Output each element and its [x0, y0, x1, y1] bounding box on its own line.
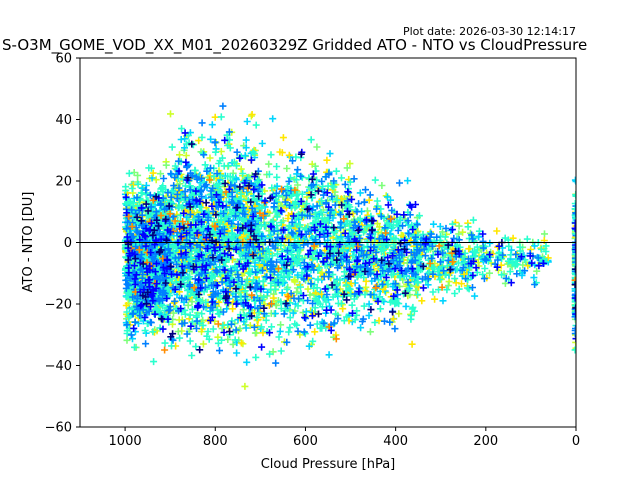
y-tick-label: −60 — [45, 421, 72, 436]
y-tick-label: −40 — [45, 359, 72, 374]
x-tick-label: 200 — [473, 434, 498, 449]
x-axis-label: Cloud Pressure [hPa] — [261, 457, 396, 472]
x-axis-ticks: 1000 800 600 400 200 0 — [109, 427, 580, 449]
x-tick-label: 0 — [572, 434, 580, 449]
y-axis-ticks: −60 −40 −20 0 20 40 60 — [45, 52, 80, 436]
x-tick-label: 800 — [203, 434, 228, 449]
x-tick-label: 1000 — [109, 434, 142, 449]
y-tick-label: 40 — [55, 113, 72, 128]
x-tick-label: 600 — [293, 434, 318, 449]
scatter-marker-series — [124, 140, 576, 354]
chart-title: S-O3M_GOME_VOD_XX_M01_20260329Z Gridded … — [2, 36, 587, 55]
scatter-marker-series — [122, 129, 576, 351]
scatter-points — [121, 102, 576, 390]
y-tick-label: 20 — [55, 175, 72, 190]
y-tick-label: 60 — [55, 52, 72, 67]
y-axis-label: ATO - NTO [DU] — [21, 192, 36, 293]
x-tick-label: 400 — [383, 434, 408, 449]
y-tick-label: 0 — [64, 236, 72, 251]
plot-date-label: Plot date: 2026-03-30 12:14:17 — [403, 25, 576, 38]
y-tick-label: −20 — [45, 298, 72, 313]
